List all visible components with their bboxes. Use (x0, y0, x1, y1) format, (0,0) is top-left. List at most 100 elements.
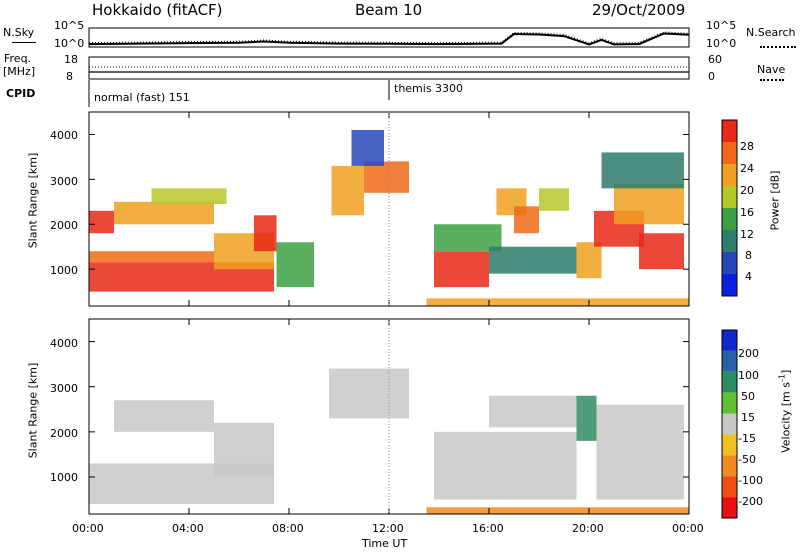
power-colorbar-segment-2 (722, 164, 737, 186)
power-cbar-tick-16: 16 (740, 206, 754, 219)
velocity-cbar-tick-15: 15 (741, 411, 755, 424)
power-region-14 (514, 206, 539, 234)
velocity-colorbar-segment-4 (722, 413, 737, 435)
power-colorbar-segment-1 (722, 142, 737, 164)
power-region-20 (639, 233, 684, 270)
time-tick-1200: 12:00 (372, 522, 404, 535)
power-colorbar-segment-0 (722, 120, 737, 142)
velocity-colorbar-segment-1 (722, 350, 737, 372)
station-title: Hokkaido (fitACF) (92, 1, 223, 19)
freq-unit-label: [MHz] (3, 65, 36, 78)
power-region-21 (601, 152, 684, 189)
power-region-10 (351, 129, 384, 166)
power-region-15 (539, 188, 569, 211)
power-cbar-tick-24: 24 (740, 162, 754, 175)
nsearch-label: N.Search (746, 26, 796, 39)
time-tick-2000: 20:00 (572, 522, 604, 535)
freq-panel-frame (88, 56, 690, 80)
velocity-colorbar-segment-5 (722, 434, 737, 456)
power-cbar-tick-20: 20 (740, 184, 754, 197)
power-ytick-2000: 2000 (50, 219, 78, 232)
velocity-cbar-tick-neg50: -50 (738, 453, 756, 466)
nsky-tick-top: 10^5 (54, 19, 85, 32)
time-tick-2400: 00:00 (672, 522, 704, 535)
velocity-cbar-tick-neg15: -15 (738, 432, 756, 445)
velocity-region-7 (596, 404, 684, 500)
power-colorbar-segment-7 (722, 274, 737, 296)
time-tick-0800: 08:00 (272, 522, 304, 535)
velocity-colorbar-segment-8 (722, 497, 737, 518)
power-region-9 (364, 161, 409, 193)
velocity-ytick-4000: 4000 (50, 337, 78, 350)
velocity-colorbar-frame (721, 329, 738, 519)
power-cbar-tick-8: 8 (745, 249, 752, 262)
velocity-cbar-tick-200: 200 (738, 347, 759, 360)
velocity-ytick-3000: 3000 (50, 382, 78, 395)
power-colorbar-frame (721, 119, 738, 297)
power-ytick-4000: 4000 (50, 129, 78, 142)
velocity-colorbar-segment-3 (722, 392, 737, 414)
time-axis-label: Time UT (362, 537, 408, 550)
power-region-17 (576, 242, 602, 279)
velocity-region-1 (214, 422, 274, 477)
power-region-6 (151, 188, 227, 205)
power-cbar-tick-4: 4 (745, 270, 752, 283)
power-region-22 (426, 298, 689, 306)
nsearch-tick-bottom: 10^0 (706, 37, 737, 50)
power-region-5 (114, 201, 214, 225)
velocity-cbar-tick-50: 50 (741, 390, 755, 403)
power-ytick-3000: 3000 (50, 175, 78, 188)
time-tick-0000: 00:00 (72, 522, 104, 535)
power-colorbar-segment-3 (722, 186, 737, 208)
velocity-ytick-1000: 1000 (50, 471, 78, 484)
velocity-colorbar-segment-6 (722, 455, 737, 477)
power-region-11 (434, 251, 489, 288)
power-region-19 (614, 183, 684, 225)
velocity-cbar-tick-neg200: -200 (738, 495, 763, 508)
power-cbar-tick-28: 28 (740, 140, 754, 153)
velocity-region-4 (434, 431, 577, 500)
velocity-region-2 (114, 400, 214, 432)
nave-dotted-marker (760, 79, 784, 81)
power-region-4 (89, 210, 114, 234)
power-region-3 (254, 215, 277, 252)
beam-title: Beam 10 (355, 1, 423, 19)
freq-tick-bottom: 8 (66, 70, 73, 83)
power-colorbar-segment-4 (722, 208, 737, 230)
power-region-1 (89, 251, 214, 263)
nsearch-tick-top: 10^5 (706, 19, 737, 32)
freq-tick-top: 18 (64, 53, 78, 66)
velocity-region-5 (489, 395, 577, 428)
power-colorbar-segment-5 (722, 230, 737, 252)
cpid-mode-themis: themis 3300 (394, 82, 464, 95)
time-tick-0400: 04:00 (172, 522, 204, 535)
nave-label: Nave (757, 63, 786, 76)
power-region-16 (489, 246, 577, 274)
nsky-tick-bottom: 10^0 (54, 37, 85, 50)
velocity-region-8 (426, 507, 689, 514)
date-title: 29/Oct/2009 (592, 1, 686, 19)
velocity-colorbar-segment-0 (722, 330, 737, 351)
cpid-label: CPID (6, 87, 36, 100)
velocity-region-3 (329, 368, 409, 419)
noise-panel-frame (88, 27, 690, 48)
nsky-series-line (88, 32, 690, 46)
freq-label: Freq. (4, 52, 32, 65)
time-tick-1600: 16:00 (472, 522, 504, 535)
velocity-cbar-tick-neg100: -100 (738, 474, 763, 487)
cpid-mode-normal: normal (fast) 151 (94, 91, 190, 104)
power-region-8 (331, 165, 364, 216)
nsky-underline-marker (12, 42, 36, 43)
power-colorbar-segment-6 (722, 252, 737, 274)
power-cbar-tick-12: 12 (740, 228, 754, 241)
power-region-7 (276, 242, 314, 288)
velocity-ytick-2000: 2000 (50, 427, 78, 440)
velocity-colorbar-segment-2 (722, 371, 737, 393)
nave-tick-bottom: 0 (708, 70, 715, 83)
nsky-label: N.Sky (3, 26, 35, 39)
nsearch-series-line (88, 31, 690, 44)
velocity-cbar-tick-100: 100 (738, 369, 759, 382)
nave-tick-top: 60 (708, 53, 722, 66)
nsearch-dotted-marker (760, 46, 796, 48)
